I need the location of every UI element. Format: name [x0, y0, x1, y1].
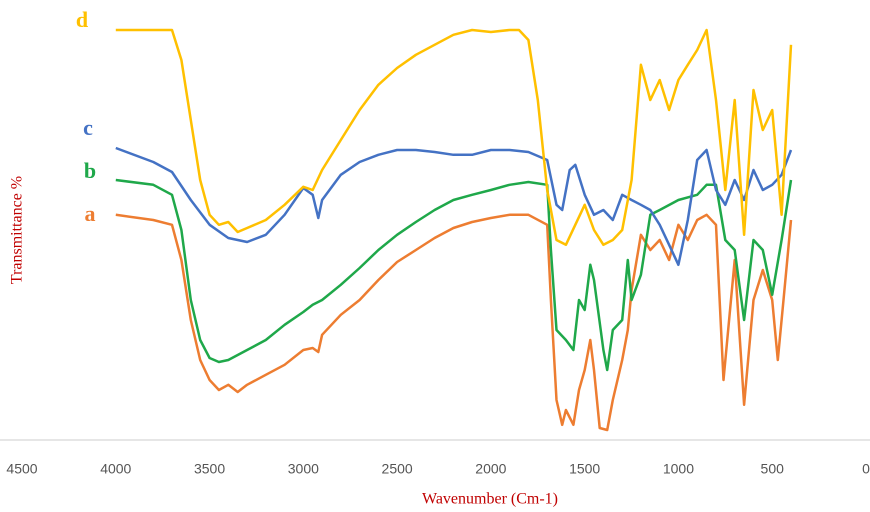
y-axis-title: Transmittance % — [9, 176, 26, 284]
x-tick-label: 2000 — [475, 461, 506, 477]
series-label: b — [84, 158, 96, 183]
x-tick-label: 3000 — [288, 461, 319, 477]
x-tick-label: 4500 — [6, 461, 37, 477]
series-label: a — [85, 201, 96, 226]
spectrum-line — [115, 28, 793, 247]
spectrum-line — [115, 213, 793, 432]
x-tick-label: 1500 — [569, 461, 600, 477]
spectrum-line — [115, 178, 793, 372]
x-axis-title: Wavenumber (Cm-1) — [422, 491, 558, 508]
x-tick-label: 4000 — [100, 461, 131, 477]
x-tick-label: 0 — [862, 461, 870, 477]
series-label: c — [83, 115, 93, 140]
x-tick-label: 1000 — [663, 461, 694, 477]
x-tick-label: 3500 — [194, 461, 225, 477]
series-label: d — [76, 7, 88, 32]
x-tick-label: 2500 — [382, 461, 413, 477]
x-tick-label: 500 — [761, 461, 785, 477]
spectrum-line — [115, 146, 793, 267]
